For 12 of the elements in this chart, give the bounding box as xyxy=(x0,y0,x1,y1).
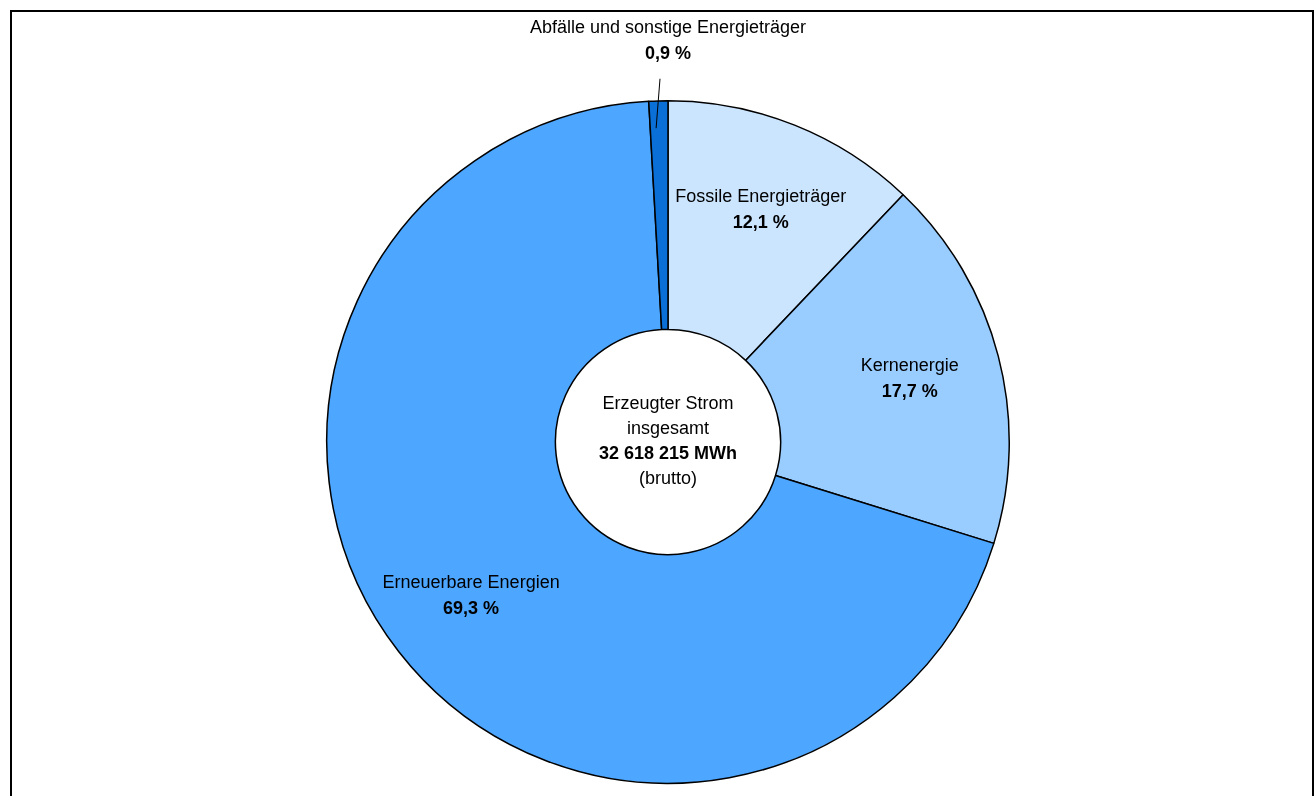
data-label: 69,3 % xyxy=(443,597,500,618)
slice-label: Erneuerbare Energien xyxy=(382,571,560,592)
text: 32 618 215 MWh xyxy=(598,443,738,464)
text: (brutto) xyxy=(638,468,698,489)
text: insgesamt xyxy=(626,418,710,439)
text: Erzeugter Strom xyxy=(602,393,734,414)
slice-label: Fossile Energieträger xyxy=(675,186,847,207)
data-label: 12,1 % xyxy=(732,212,789,233)
data-label: 17,7 % xyxy=(881,381,938,402)
slice-label: Kernenergie xyxy=(860,355,959,376)
data-label: 0,9 % xyxy=(644,42,692,63)
slice-label: Abfälle und sonstige Energieträger xyxy=(529,16,807,37)
